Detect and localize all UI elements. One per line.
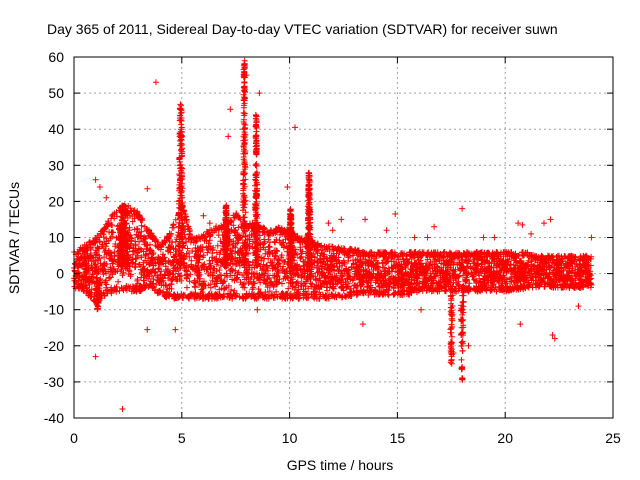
x-tick-label: 0 <box>70 430 78 446</box>
y-tick-label: 10 <box>48 230 64 246</box>
x-tick-label: 25 <box>605 430 621 446</box>
chart-title: Day 365 of 2011, Sidereal Day-to-day VTE… <box>47 21 558 37</box>
axis-ticks <box>73 56 614 419</box>
x-tick-labels: 0 5 10 15 20 25 <box>70 430 621 446</box>
y-tick-labels: -40 -30 -20 -10 0 10 20 30 40 50 60 <box>44 49 64 426</box>
x-tick-label: 5 <box>178 430 186 446</box>
y-tick-label: 60 <box>48 49 64 65</box>
y-tick-label: -20 <box>44 338 64 354</box>
y-tick-label: 20 <box>48 193 64 209</box>
data-point-markers <box>71 57 595 412</box>
scatter-points <box>71 57 595 412</box>
y-tick-label: -40 <box>44 410 64 426</box>
x-tick-label: 10 <box>282 430 298 446</box>
x-axis-title: GPS time / hours <box>287 457 394 473</box>
y-axis-title: SDTVAR / TECUs <box>6 182 22 294</box>
y-tick-label: 40 <box>48 121 64 137</box>
y-tick-label: 50 <box>48 85 64 101</box>
y-tick-label: 30 <box>48 157 64 173</box>
x-tick-label: 20 <box>497 430 513 446</box>
y-tick-label: -30 <box>44 374 64 390</box>
y-tick-label: 0 <box>56 266 64 282</box>
x-tick-label: 15 <box>390 430 406 446</box>
y-tick-label: -10 <box>44 302 64 318</box>
